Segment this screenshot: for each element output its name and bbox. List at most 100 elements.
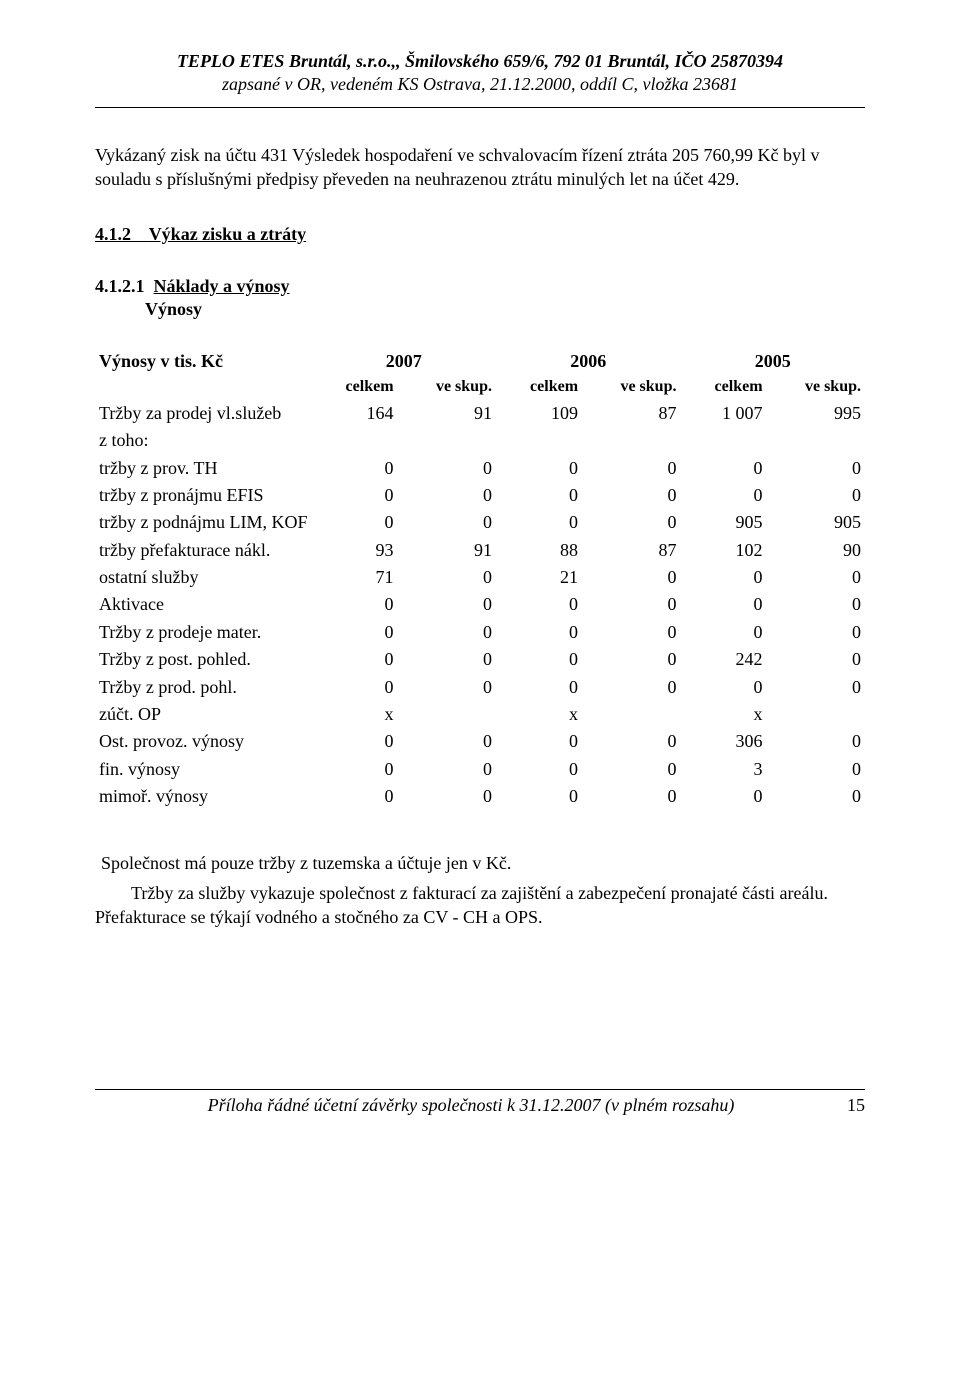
vynosy-table: Výnosy v tis. Kč200720062005celkemve sku… [95,348,865,811]
table-subheader: ve skup. [582,375,680,400]
table-cell: 0 [311,728,397,755]
table-subheader: celkem [496,375,582,400]
table-cell: 0 [582,509,680,536]
table-cell: 93 [311,537,397,564]
table-cell: 87 [582,537,680,564]
table-cell: 995 [767,400,865,427]
table-cell: 0 [767,783,865,810]
table-cell [767,427,865,454]
table-cell: 164 [311,400,397,427]
table-cell: 0 [496,591,582,618]
table-cell: 0 [398,756,496,783]
table-cell: 0 [398,783,496,810]
section-412-title: Výkaz zisku a ztráty [149,224,306,244]
footer-page-number: 15 [847,1094,865,1117]
table-cell: 0 [582,564,680,591]
footer-rule [95,1089,865,1090]
table-row-label: ostatní služby [95,564,311,591]
table-cell: 0 [767,455,865,482]
table-cell: 0 [680,591,766,618]
table-row-label: fin. výnosy [95,756,311,783]
table-cell: 0 [398,728,496,755]
table-cell: 0 [582,674,680,701]
table-cell [680,427,766,454]
table-subheader: celkem [311,375,397,400]
table-cell [496,427,582,454]
section-412-heading: 4.1.2 Výkaz zisku a ztráty [95,223,865,246]
table-row-label: tržby z pronájmu EFIS [95,482,311,509]
table-row-label: Tržby za prodej vl.služeb [95,400,311,427]
table-row-label: tržby přefakturace nákl. [95,537,311,564]
table-cell: 0 [496,455,582,482]
table-cell: 109 [496,400,582,427]
table-cell: 0 [767,591,865,618]
table-cell: 0 [398,619,496,646]
table-cell: 102 [680,537,766,564]
table-cell: 91 [398,537,496,564]
table-cell: 87 [582,400,680,427]
document-footer: Příloha řádné účetní závěrky společnosti… [95,1094,865,1117]
section-4121-title1: Náklady a výnosy [154,276,290,296]
section-4121-heading: 4.1.2.1 Náklady a výnosy Výnosy [95,275,865,322]
table-cell: 0 [496,619,582,646]
table-cell: 71 [311,564,397,591]
table-cell: 88 [496,537,582,564]
table-cell: 0 [398,646,496,673]
table-row-label: mimoř. výnosy [95,783,311,810]
table-cell [582,701,680,728]
note-paragraph-1: Společnost má pouze tržby z tuzemska a ú… [101,851,865,875]
footer-text: Příloha řádné účetní závěrky společnosti… [208,1095,735,1115]
table-cell: 21 [496,564,582,591]
table-cell: 0 [582,646,680,673]
table-cell: 0 [767,619,865,646]
table-cell: 0 [767,482,865,509]
table-cell: 0 [311,674,397,701]
table-row-label: Ost. provoz. výnosy [95,728,311,755]
table-cell: 306 [680,728,766,755]
table-cell: 0 [398,482,496,509]
table-year-header: 2005 [680,348,865,375]
table-cell [767,701,865,728]
table-cell: 0 [582,783,680,810]
table-cell: 90 [767,537,865,564]
table-cell: 0 [398,455,496,482]
table-cell: 0 [496,482,582,509]
table-cell: 0 [311,482,397,509]
table-cell: 1 007 [680,400,766,427]
table-cell: 0 [767,564,865,591]
table-row-label: z toho: [95,427,311,454]
table-cell: 0 [680,674,766,701]
table-cell: 91 [398,400,496,427]
table-row-label: Tržby z post. pohled. [95,646,311,673]
header-rule [95,107,865,108]
table-row-label: Tržby z prod. pohl. [95,674,311,701]
table-cell: 0 [680,783,766,810]
table-cell: x [496,701,582,728]
table-cell: 0 [311,619,397,646]
table-cell: 0 [496,728,582,755]
table-row-label: tržby z prov. TH [95,455,311,482]
table-cell: 3 [680,756,766,783]
table-cell: 0 [680,482,766,509]
table-cell: 0 [496,509,582,536]
notes-block: Společnost má pouze tržby z tuzemska a ú… [95,851,865,930]
table-cell: 0 [398,591,496,618]
table-subheader: ve skup. [767,375,865,400]
table-cell: 0 [496,646,582,673]
table-heading-label: Výnosy v tis. Kč [95,348,311,375]
table-cell: 0 [398,509,496,536]
table-cell: 0 [496,674,582,701]
table-subheader: ve skup. [398,375,496,400]
table-cell: 0 [311,591,397,618]
table-cell: 0 [496,783,582,810]
section-412-number: 4.1.2 [95,224,131,244]
table-cell: 0 [311,455,397,482]
document-header: TEPLO ETES Bruntál, s.r.o.,, Šmilovského… [95,50,865,97]
table-cell: 0 [582,482,680,509]
table-cell: x [680,701,766,728]
note-paragraph-2: Tržby za služby vykazuje společnost z fa… [95,881,865,930]
table-cell: 0 [398,674,496,701]
table-subheader: celkem [680,375,766,400]
table-cell: 0 [767,756,865,783]
table-cell: 0 [680,619,766,646]
